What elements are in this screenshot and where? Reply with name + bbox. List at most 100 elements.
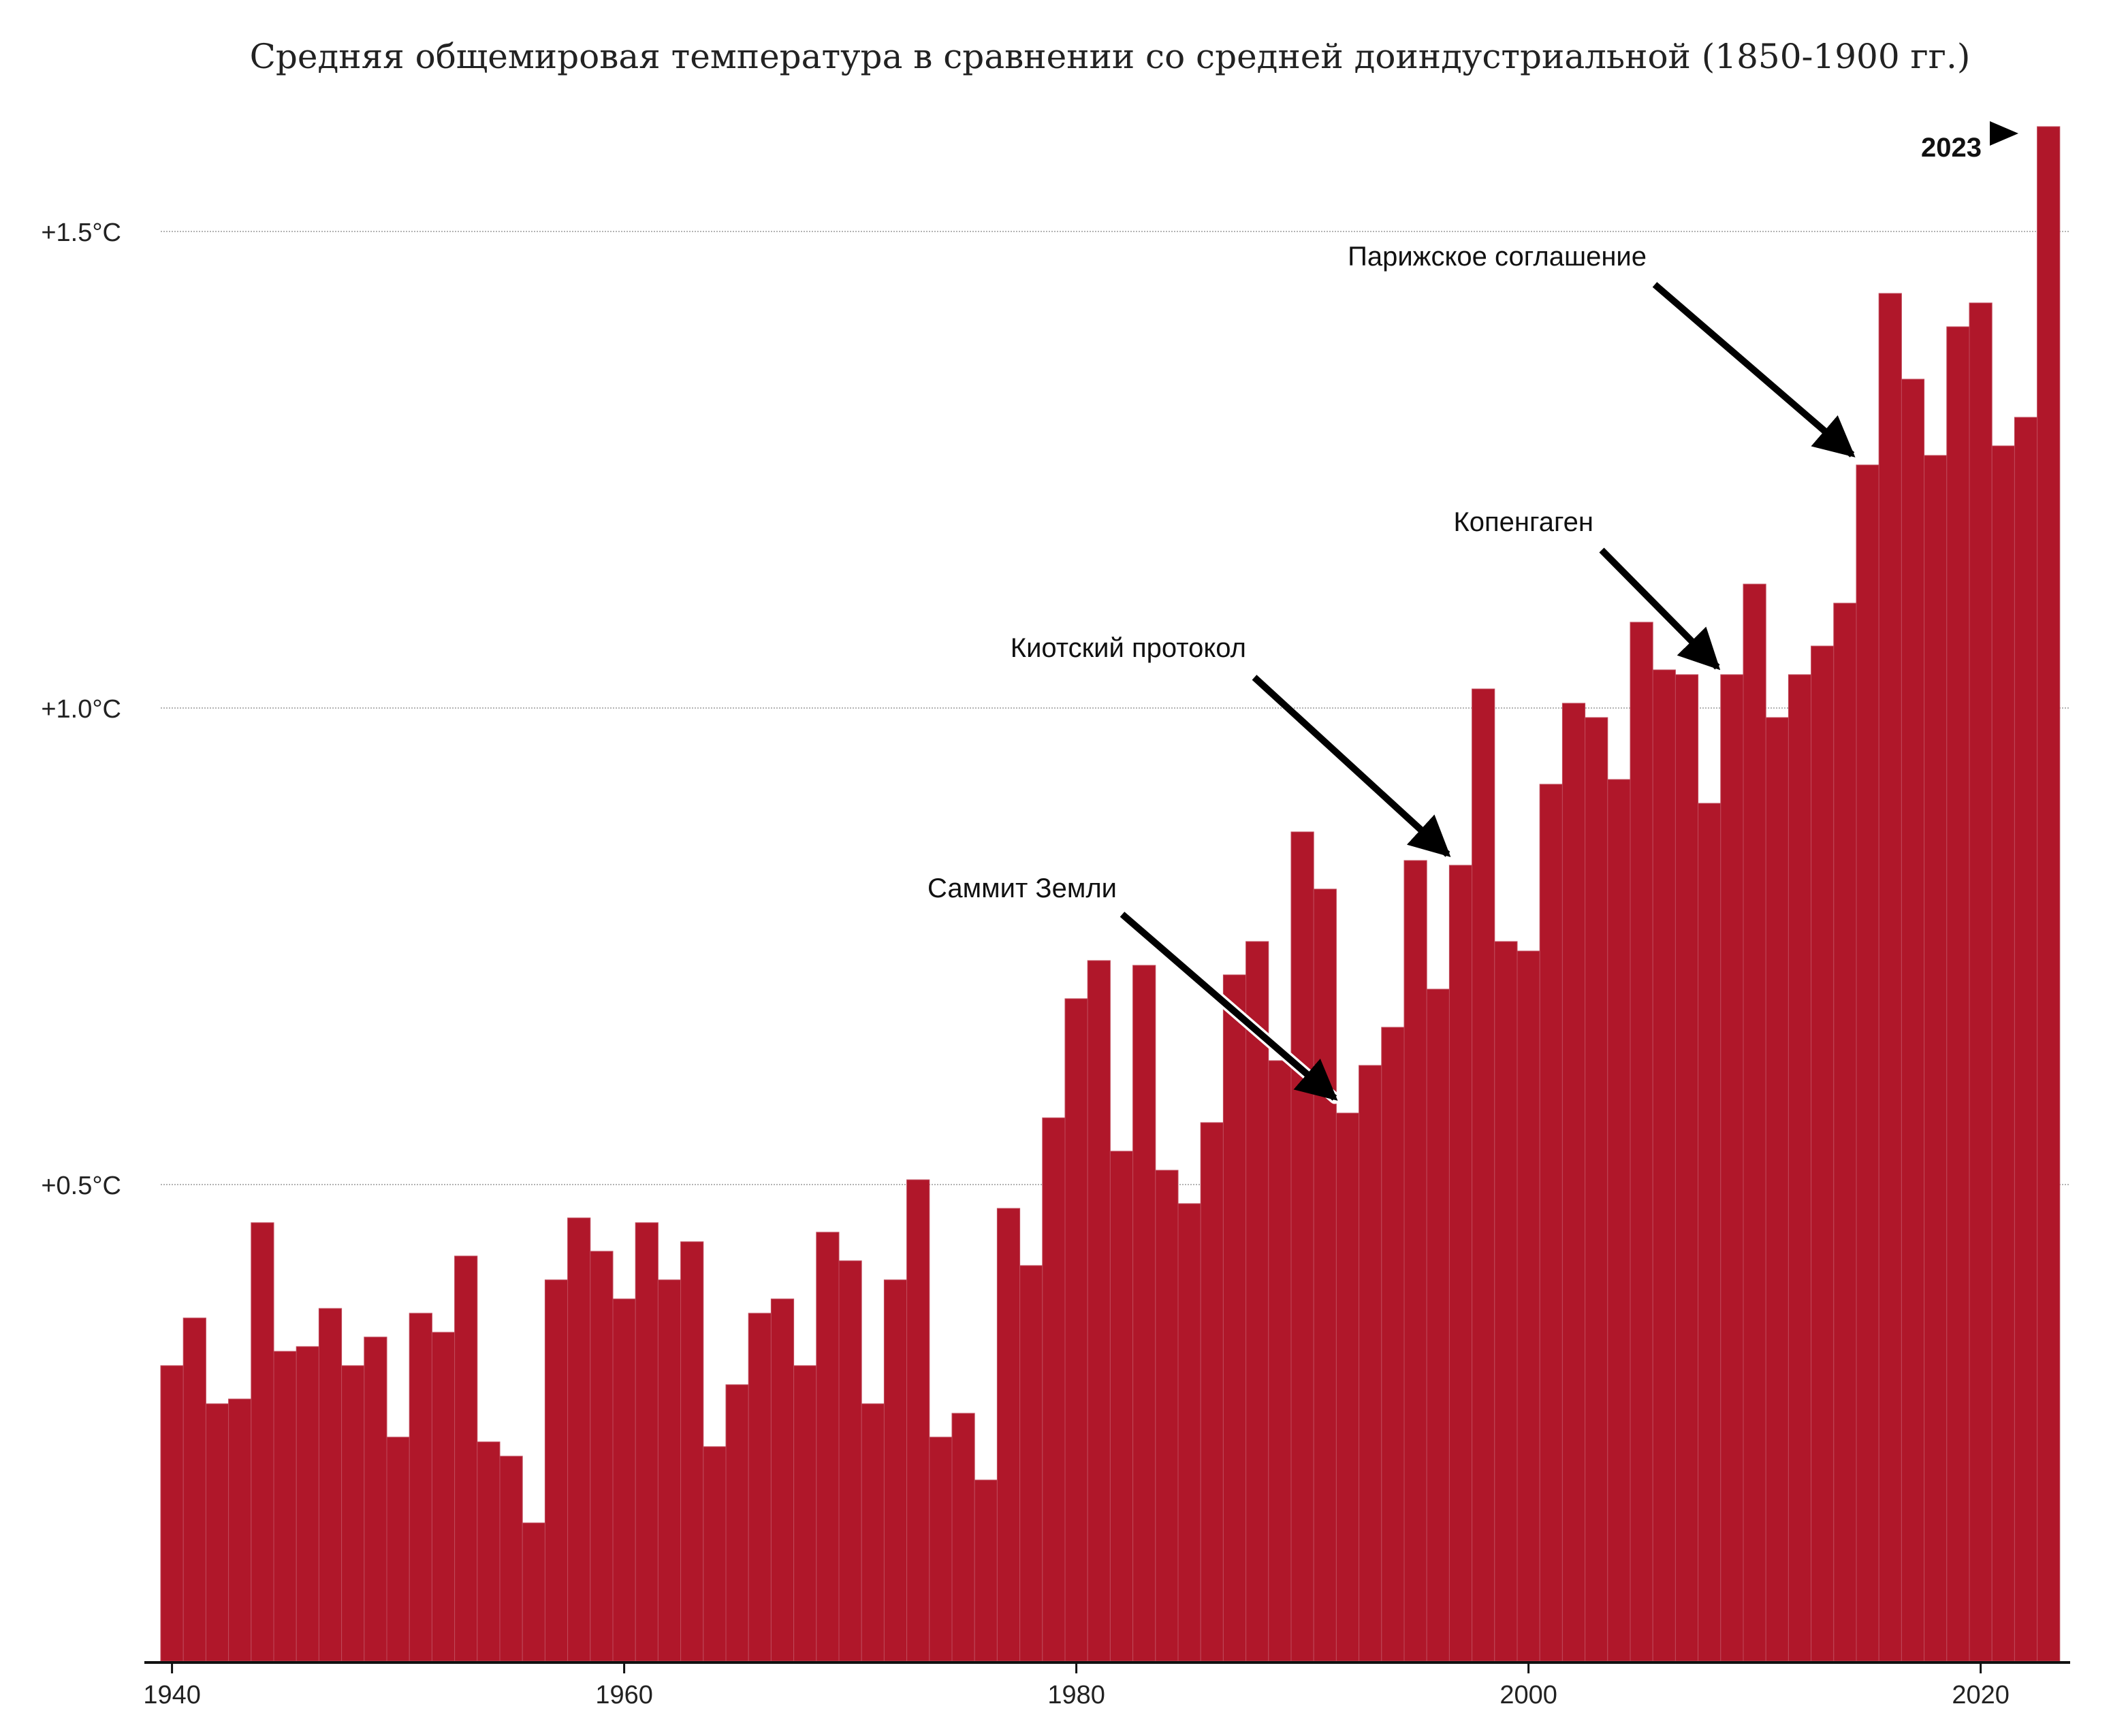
- bar-1941: [182, 1317, 206, 1662]
- bar-1978: [1019, 1265, 1043, 1662]
- bar-1942: [205, 1403, 229, 1662]
- bar-2022: [2014, 417, 2038, 1662]
- bar-1961: [635, 1222, 658, 1662]
- bar-1970: [838, 1260, 862, 1662]
- annotation-2023-label: 2023: [1921, 133, 1982, 163]
- bar-2013: [1811, 645, 1835, 1662]
- bar-1998: [1472, 688, 1495, 1662]
- bar-1977: [996, 1208, 1021, 1662]
- bar-1946: [296, 1346, 319, 1662]
- annotation-kyoto-arrow: [1252, 675, 1451, 858]
- bar-2001: [1539, 784, 1563, 1662]
- bar-1944: [251, 1222, 274, 1662]
- bar-2021: [1991, 445, 2015, 1662]
- bar-1993: [1359, 1065, 1382, 1662]
- bar-2002: [1561, 703, 1586, 1662]
- bar-1990: [1290, 831, 1314, 1662]
- bar-1982: [1109, 1151, 1134, 1662]
- bar-1974: [929, 1436, 953, 1662]
- bar-2010: [1743, 583, 1766, 1662]
- bar-2020: [1969, 302, 1993, 1662]
- x-ticks: 1940 1960 1980 2000 2020: [143, 1664, 2010, 1709]
- bar-1962: [657, 1279, 682, 1662]
- bar-1975: [951, 1413, 975, 1662]
- bar-1947: [318, 1308, 343, 1662]
- annotation-earth-summit-label: Саммит Земли: [927, 873, 1117, 903]
- bar-1997: [1448, 865, 1473, 1662]
- bar-1960: [612, 1298, 636, 1662]
- chart-title: Средняя общемировая температура в сравне…: [250, 37, 1971, 76]
- bar-1956: [522, 1522, 545, 1662]
- bar-2007: [1674, 674, 1699, 1662]
- bar-1969: [816, 1232, 840, 1662]
- x-tick-label-1940: 1940: [143, 1681, 201, 1709]
- bar-2016: [1878, 293, 1902, 1662]
- bar-1988: [1245, 941, 1269, 1662]
- bar-2004: [1607, 779, 1631, 1662]
- x-tick-label-2000: 2000: [1499, 1681, 1557, 1709]
- bar-2011: [1765, 717, 1789, 1662]
- annotation-copenhagen-label: Копенгаген: [1453, 507, 1593, 537]
- bar-1989: [1268, 1060, 1292, 1662]
- bar-1987: [1222, 974, 1247, 1662]
- bar-1940: [160, 1365, 184, 1662]
- bar-1957: [544, 1279, 569, 1662]
- y-tick-label-2: +1.5°C: [41, 219, 121, 247]
- bar-2017: [1901, 379, 1925, 1662]
- bar-1984: [1155, 1170, 1179, 1662]
- bar-1981: [1087, 960, 1111, 1662]
- bar-1966: [748, 1313, 772, 1662]
- bar-1979: [1042, 1117, 1066, 1662]
- bar-1980: [1064, 998, 1088, 1662]
- bar-1971: [861, 1403, 885, 1662]
- bar-2019: [1946, 326, 1970, 1662]
- annotation-earth-summit-arrow: [1120, 912, 1338, 1101]
- bars: [160, 126, 2061, 1662]
- bar-1958: [567, 1217, 591, 1662]
- bar-1949: [364, 1336, 387, 1662]
- annotation-kyoto-label: Киотский протокол: [1011, 633, 1246, 663]
- bar-1953: [454, 1255, 478, 1662]
- x-tick-label-1980: 1980: [1047, 1681, 1105, 1709]
- bar-2009: [1720, 674, 1744, 1662]
- bar-1999: [1494, 941, 1518, 1662]
- bar-2012: [1788, 674, 1812, 1662]
- bar-1959: [590, 1251, 614, 1662]
- y-ticks: +0.5°C +1.0°C +1.5°C: [41, 219, 121, 1200]
- bar-1972: [883, 1279, 908, 1662]
- bar-1995: [1403, 860, 1427, 1662]
- bar-1985: [1177, 1203, 1201, 1662]
- bar-1951: [409, 1313, 432, 1662]
- bar-1994: [1381, 1027, 1405, 1662]
- bar-1986: [1200, 1122, 1224, 1662]
- bar-2005: [1630, 622, 1653, 1662]
- bar-1964: [703, 1446, 727, 1662]
- bar-1968: [793, 1365, 817, 1662]
- bar-1991: [1313, 888, 1337, 1662]
- bar-1945: [273, 1351, 297, 1662]
- bar-1952: [431, 1332, 456, 1662]
- bar-1965: [725, 1384, 749, 1662]
- bar-2014: [1833, 602, 1857, 1662]
- bar-1973: [906, 1179, 930, 1662]
- y-tick-label-0: +0.5°C: [41, 1172, 121, 1200]
- y-tick-label-1: +1.0°C: [41, 695, 121, 724]
- bar-2000: [1517, 950, 1540, 1662]
- bar-1955: [499, 1456, 523, 1662]
- bar-1967: [770, 1298, 795, 1662]
- bar-1948: [341, 1365, 365, 1662]
- annotation-copenhagen-arrow: [1599, 547, 1721, 671]
- x-tick-label-1960: 1960: [595, 1681, 653, 1709]
- bar-1954: [477, 1441, 501, 1662]
- annotation-2023-arrowhead: [1990, 121, 2018, 146]
- bar-1983: [1132, 965, 1156, 1662]
- annotation-paris-label: Парижское соглашение: [1348, 242, 1647, 272]
- bar-1950: [386, 1436, 410, 1662]
- x-tick-label-2020: 2020: [1952, 1681, 2010, 1709]
- bar-1996: [1426, 988, 1450, 1662]
- bar-2015: [1856, 464, 1879, 1662]
- bar-2006: [1652, 669, 1676, 1662]
- bar-1992: [1335, 1112, 1360, 1662]
- bar-2003: [1585, 717, 1608, 1662]
